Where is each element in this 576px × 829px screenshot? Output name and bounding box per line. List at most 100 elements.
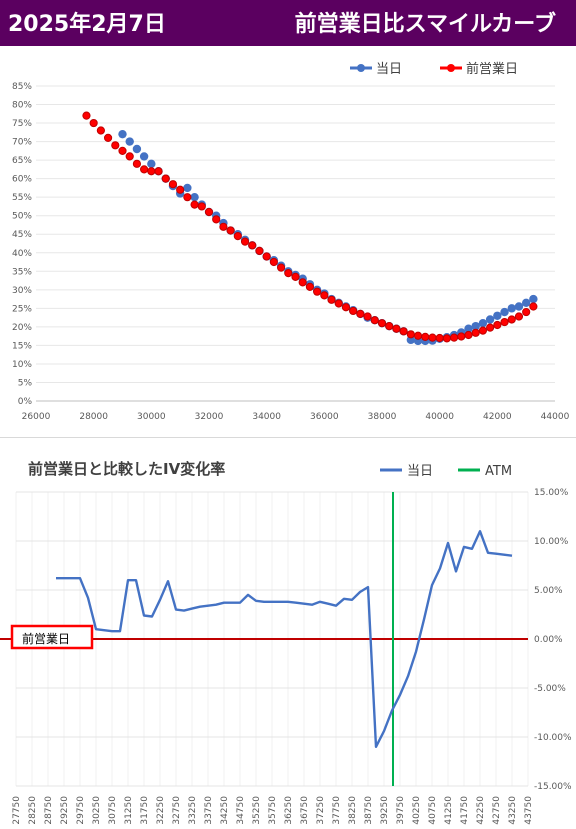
x-tick-label: 37250: [316, 796, 326, 825]
zero-label-box: [10, 624, 94, 650]
data-point: [313, 287, 322, 296]
data-point: [183, 193, 192, 202]
data-point: [103, 133, 113, 142]
x-tick-label: 36750: [300, 796, 310, 825]
data-point: [514, 312, 524, 321]
header-banner: 2025年2月7日 前営業日比スマイルカーブ: [0, 0, 576, 46]
data-point: [493, 320, 502, 330]
data-point: [190, 200, 199, 209]
data-point: [140, 165, 149, 174]
y-tick-label: 10.00%: [534, 537, 569, 547]
data-point: [485, 315, 495, 324]
data-point: [500, 317, 509, 327]
legend-label: 当日: [407, 464, 433, 479]
data-point: [132, 144, 142, 154]
data-point: [168, 180, 178, 189]
y-tick-label: 55%: [12, 193, 32, 203]
data-point: [233, 231, 242, 241]
data-point: [486, 323, 495, 332]
data-point: [356, 309, 365, 319]
data-point: [334, 299, 343, 308]
data-point: [276, 263, 286, 272]
data-point: [327, 295, 336, 304]
data-point: [421, 332, 430, 341]
y-tick-label: 45%: [12, 230, 32, 240]
data-point: [471, 321, 480, 331]
iv-change-chart: 27750 28250 28750 29250 29750 30250 30750 31250…: [0, 460, 572, 825]
data-point: [320, 291, 329, 300]
data-point: [147, 167, 156, 176]
legend-marker: [447, 64, 455, 72]
x-tick-label: 39750: [396, 796, 406, 825]
series-prev-day: [82, 111, 538, 343]
legend-label: 前営業日: [466, 61, 518, 77]
chart-title: 前営業日と比較したIV変化率: [28, 460, 225, 478]
y-tick-label: 25%: [12, 304, 32, 314]
x-tick-label: 31750: [140, 796, 150, 825]
data-point: [363, 312, 372, 321]
data-point: [139, 152, 149, 161]
data-point: [284, 269, 293, 278]
y-tick-label: 0%: [18, 397, 33, 407]
data-point: [464, 330, 473, 340]
data-point: [154, 167, 163, 176]
x-tick-label: 36250: [284, 796, 294, 825]
x-tick-label: 32250: [156, 796, 166, 825]
data-point: [500, 307, 509, 317]
y-tick-label: 30%: [12, 286, 32, 296]
data-point: [219, 222, 228, 231]
x-tick-label: 42750: [492, 796, 502, 825]
x-tick-label: 38750: [364, 796, 374, 825]
y-tick-label: 65%: [12, 156, 32, 166]
data-point: [255, 246, 264, 256]
data-point: [399, 327, 408, 336]
data-point: [269, 257, 278, 267]
x-tick-label: 44000: [541, 412, 570, 422]
y-tick-label: 5.00%: [534, 586, 563, 596]
x-tick-label: 28250: [28, 796, 38, 825]
x-tick-label: 38250: [348, 796, 358, 825]
data-point: [82, 111, 91, 120]
x-tick-label: 28750: [44, 796, 54, 825]
data-point: [111, 141, 120, 150]
data-point: [449, 333, 459, 342]
data-point: [197, 202, 206, 211]
x-tick-label: 42000: [483, 412, 512, 422]
data-point: [190, 192, 199, 202]
x-tick-label: 26000: [22, 412, 51, 422]
x-tick-label: 29250: [60, 796, 70, 825]
x-tick-label: 32750: [172, 796, 182, 825]
data-point: [204, 207, 214, 217]
legend-label: 当日: [376, 62, 402, 77]
y-tick-label: 5%: [18, 378, 33, 388]
series-today: [118, 129, 538, 346]
data-point: [262, 252, 271, 261]
data-point: [478, 326, 488, 335]
x-tick-label: 35750: [268, 796, 278, 825]
zero-label: 前営業日: [22, 631, 70, 646]
data-point: [442, 334, 451, 343]
x-tick-label: 39250: [380, 796, 390, 825]
smile-curve-chart: 0% 5% 10% 15% 20% 25% 30% 35% 40% 45% 50% 55% 60% 65%…: [12, 61, 570, 422]
x-tick-label: 43250: [508, 796, 518, 825]
data-point: [291, 272, 300, 281]
x-tick-label: 41250: [444, 796, 454, 825]
x-tick-label: 43750: [524, 796, 534, 825]
y-tick-label: 75%: [12, 119, 32, 129]
data-point: [248, 241, 257, 250]
data-point: [212, 215, 221, 224]
data-point: [457, 332, 466, 341]
x-tick-label: 40000: [425, 412, 454, 422]
data-point: [305, 282, 315, 291]
x-tick-label: 27750: [12, 796, 22, 825]
x-tick-label: 30000: [137, 412, 166, 422]
data-point: [89, 118, 98, 128]
x-tick-label: 38000: [368, 412, 397, 422]
y-tick-label: 0.00%: [534, 635, 563, 645]
data-point: [428, 333, 437, 342]
x-tick-label: 30250: [92, 796, 102, 825]
data-point: [507, 304, 516, 313]
x-tick-label: 42250: [476, 796, 486, 825]
y-tick-label: -5.00%: [534, 684, 566, 694]
x-tick-label: 40750: [428, 796, 438, 825]
